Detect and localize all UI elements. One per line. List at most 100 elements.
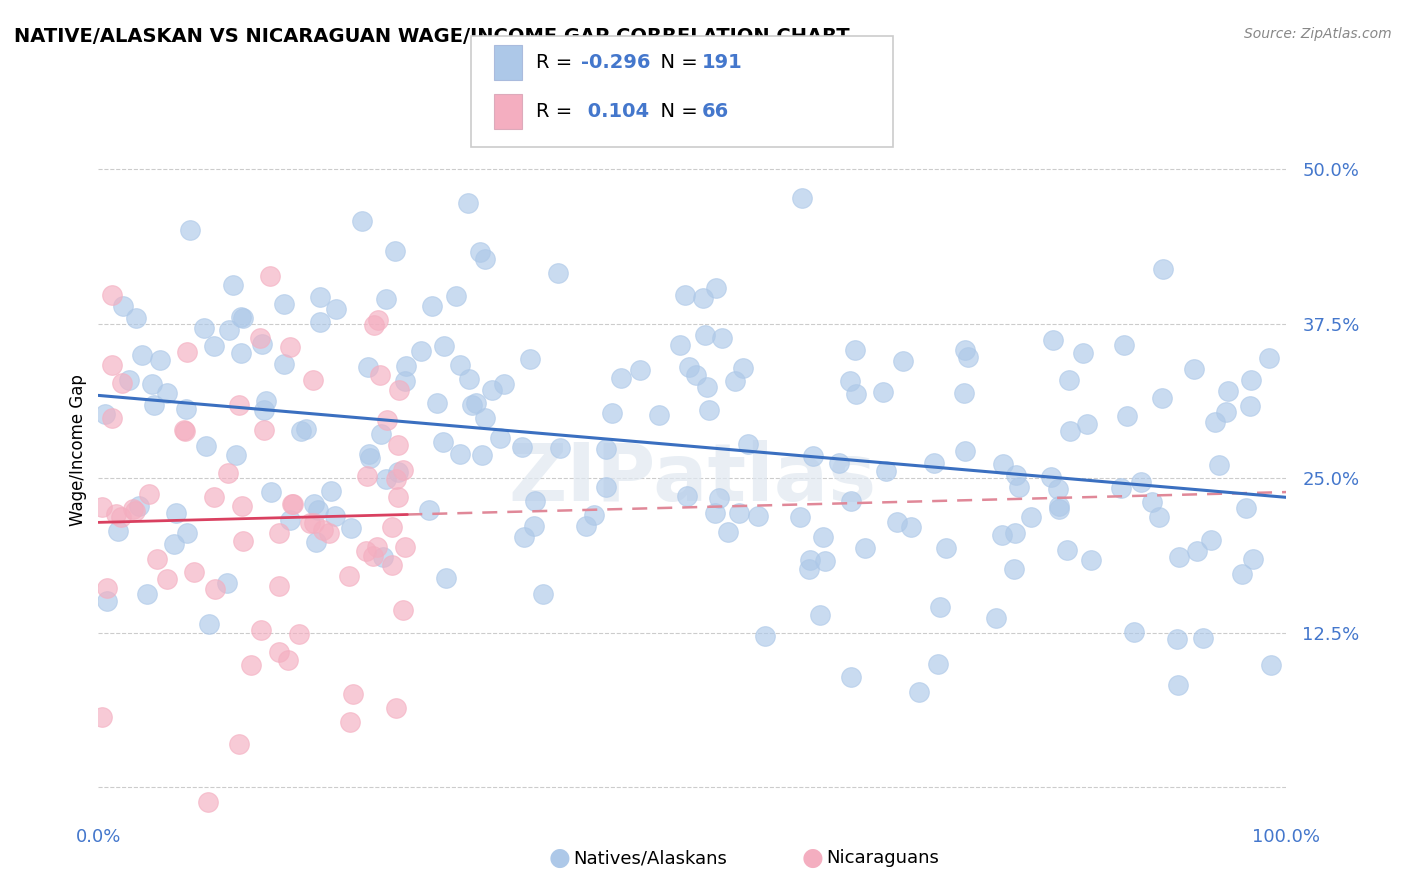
Point <box>1167 550 1189 565</box>
Point <box>465 395 488 409</box>
Point <box>101 288 124 302</box>
Point <box>173 423 195 437</box>
Point <box>250 623 273 637</box>
Point <box>952 386 974 401</box>
Point <box>392 462 415 476</box>
Text: R =: R = <box>536 53 578 72</box>
Point <box>225 449 247 463</box>
Point <box>229 346 252 360</box>
Point <box>267 579 290 593</box>
Point <box>957 350 980 364</box>
Point <box>1002 562 1025 576</box>
Point <box>138 486 160 500</box>
Point <box>797 562 820 576</box>
Point <box>253 402 276 417</box>
Point <box>724 374 747 388</box>
Point <box>163 537 186 551</box>
Point <box>174 424 197 438</box>
Point <box>342 687 364 701</box>
Point <box>828 456 851 470</box>
Point <box>814 554 837 568</box>
Point <box>228 398 250 412</box>
Point <box>339 714 361 729</box>
Point <box>801 449 824 463</box>
Point <box>1004 525 1026 540</box>
Point <box>673 288 696 302</box>
Point <box>148 352 170 367</box>
Point <box>709 491 731 506</box>
Point <box>699 403 721 417</box>
Point <box>510 440 533 454</box>
Point <box>325 302 347 317</box>
Point <box>323 509 346 524</box>
Point <box>394 540 416 554</box>
Point <box>117 373 139 387</box>
Point <box>1109 481 1132 495</box>
Point <box>231 500 253 514</box>
Point <box>524 494 547 508</box>
Point <box>101 358 124 372</box>
Point <box>1166 632 1188 646</box>
Point <box>1230 566 1253 581</box>
Point <box>474 411 496 425</box>
Point <box>1046 483 1069 497</box>
Point <box>395 359 418 373</box>
Point <box>288 627 311 641</box>
Point <box>100 410 122 425</box>
Text: ZIPatlas: ZIPatlas <box>509 441 876 518</box>
Point <box>183 565 205 579</box>
Point <box>875 463 897 477</box>
Point <box>278 340 301 354</box>
Point <box>387 490 409 504</box>
Point <box>955 343 977 358</box>
Point <box>1166 678 1188 692</box>
Point <box>523 518 546 533</box>
Point <box>1204 415 1226 429</box>
Point <box>789 510 811 524</box>
Point <box>513 530 536 544</box>
Point <box>471 448 494 462</box>
Point <box>457 196 479 211</box>
Point <box>1260 657 1282 672</box>
Point <box>1216 384 1239 398</box>
Point <box>595 442 617 456</box>
Point <box>953 444 976 458</box>
Point <box>359 450 381 465</box>
Text: N =: N = <box>648 53 704 72</box>
Point <box>583 508 606 523</box>
Point <box>194 439 217 453</box>
Point <box>461 398 484 412</box>
Text: Natives/Alaskans: Natives/Alaskans <box>574 849 727 867</box>
Point <box>426 396 449 410</box>
Point <box>156 572 179 586</box>
Point <box>294 422 316 436</box>
Point <box>367 313 389 327</box>
Point <box>394 374 416 388</box>
Point <box>839 670 862 684</box>
Point <box>1071 346 1094 360</box>
Point <box>1005 467 1028 482</box>
Point <box>110 509 132 524</box>
Point <box>669 338 692 352</box>
Point <box>1152 262 1174 277</box>
Point <box>886 515 908 529</box>
Point <box>278 513 301 527</box>
Point <box>1008 480 1031 494</box>
Point <box>204 339 226 353</box>
Point <box>991 528 1014 542</box>
Point <box>675 489 697 503</box>
Point <box>844 343 866 357</box>
Point <box>595 480 617 494</box>
Point <box>354 543 377 558</box>
Point <box>249 331 271 345</box>
Point <box>370 426 392 441</box>
Point <box>409 343 432 358</box>
Point <box>371 550 394 565</box>
Point <box>215 575 238 590</box>
Point <box>217 466 239 480</box>
Point <box>1042 333 1064 347</box>
Point <box>1147 510 1170 524</box>
Point <box>387 438 409 452</box>
Point <box>935 541 957 556</box>
Point <box>1192 631 1215 645</box>
